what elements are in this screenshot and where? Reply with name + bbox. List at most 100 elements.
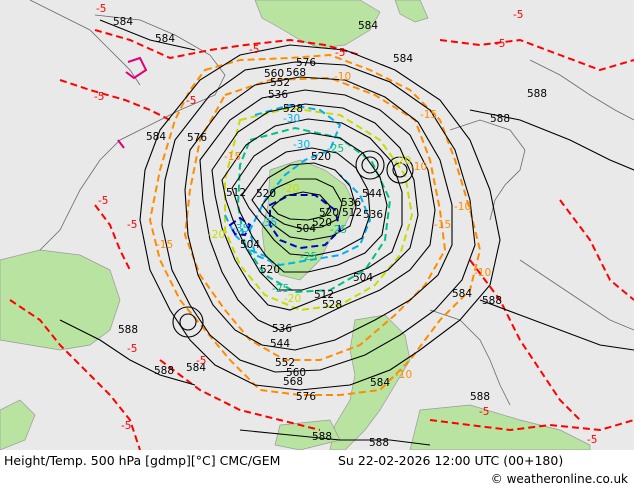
height-label: 588 [369, 437, 389, 449]
height-label: 584 [358, 20, 378, 32]
temp-label: -15 [420, 109, 437, 121]
temp-contour-cyan [248, 103, 372, 267]
temperature-labels: -5 -5 -5 -5 -10 -15 -20 -25 -30 -35 -5 -… [94, 3, 597, 446]
temp-label: -15 [156, 239, 173, 251]
temp-label: -15 [224, 151, 241, 163]
temp-contour-blue-small [228, 216, 252, 237]
height-label: 588 [470, 391, 490, 403]
height-contour-588-s [239, 429, 431, 446]
temp-label: -5 [513, 9, 523, 21]
height-label: 584 [146, 131, 166, 143]
height-label: 520 [319, 207, 339, 219]
height-contours [59, 19, 634, 446]
height-label: 576 [187, 132, 207, 144]
height-contour-520 [251, 162, 357, 241]
height-label: 560 [264, 68, 284, 80]
height-label: 504 [353, 272, 373, 284]
temp-label: -5 [249, 44, 259, 56]
map-footer: Height/Temp. 500 hPa [gdmp][°C] CMC/GEM … [0, 450, 634, 490]
temp-label: -10 [395, 369, 412, 381]
temp-contour-red-north [94, 29, 361, 60]
marker-shape-2 [117, 139, 125, 149]
temp-contour-red-south [159, 359, 321, 431]
height-label: 576 [296, 57, 316, 69]
temp-label: -5 [94, 91, 104, 103]
temp-label: -20 [284, 293, 301, 305]
temp-contour-red-west2 [94, 204, 131, 271]
temp-label: -25 [327, 143, 344, 155]
height-label: 552 [270, 77, 290, 89]
height-label: 584 [186, 362, 206, 374]
forecast-datetime: Su 22-02-2026 12:00 UTC (00+180) [338, 453, 564, 468]
height-label: 584 [113, 16, 133, 28]
temp-label: -5 [335, 47, 345, 59]
temp-contour-blue [269, 194, 342, 250]
temp-label: -20 [208, 229, 225, 241]
land-northeast-strip [394, 0, 429, 23]
coastlines [29, 0, 634, 406]
height-contour-560 [199, 89, 436, 331]
height-contour-small-low-3 [179, 313, 197, 331]
height-contour-small-low-2 [392, 162, 408, 178]
temp-label: -5 [96, 3, 106, 15]
height-label: 588 [482, 295, 502, 307]
land-south-small [274, 419, 341, 450]
height-label: 576 [296, 391, 316, 403]
land-southeast [409, 404, 591, 450]
temp-contour-red-sw [9, 299, 141, 450]
height-label: 536 [363, 209, 383, 221]
land-west [0, 249, 121, 351]
temp-label: -5 [196, 355, 206, 367]
height-temperature-chart: 584 584 584 576 568 560 552 536 528 520 … [0, 0, 634, 450]
temp-contour-red-se [429, 419, 634, 432]
height-label: 568 [286, 67, 306, 79]
temp-label: -30 [293, 139, 310, 151]
temperature-contours [9, 29, 634, 450]
credit-link[interactable]: © weatheronline.co.uk [490, 472, 628, 486]
height-labels: 584 584 584 576 568 560 552 536 528 520 … [113, 16, 547, 449]
height-contour-584-outer [139, 44, 501, 391]
temp-label: -5 [98, 195, 108, 207]
height-label: 520 [256, 188, 276, 200]
temp-label: -10 [454, 201, 471, 213]
temp-label: -5 [121, 420, 131, 432]
height-contour-588-e [479, 299, 634, 351]
height-label: 520 [260, 264, 280, 276]
temp-contour-red-ne [439, 38, 634, 72]
weather-map: 584 584 584 576 568 560 552 536 528 520 … [0, 0, 634, 450]
height-label: 568 [283, 376, 303, 388]
height-label: 512 [342, 207, 362, 219]
temp-contour-red-east2 [559, 199, 634, 301]
height-label: 536 [341, 197, 361, 209]
land-southwest [0, 399, 36, 450]
temp-contour-orange-inner [183, 76, 447, 361]
height-label: 560 [286, 367, 306, 379]
temp-label: -20 [282, 183, 299, 195]
height-label: 544 [362, 188, 382, 200]
temp-label: -5 [495, 38, 505, 50]
temp-label: -15 [434, 219, 451, 231]
marker-shape-1 [125, 56, 148, 80]
temp-label: -5 [127, 219, 137, 231]
height-contour-552 [211, 103, 419, 311]
height-label: 528 [322, 299, 342, 311]
height-label: 584 [452, 288, 472, 300]
temp-label: -25 [272, 283, 289, 295]
height-contour-512 [261, 178, 343, 230]
height-label: 504 [296, 223, 316, 235]
height-label: 584 [370, 377, 390, 389]
temp-label: -25 [300, 251, 317, 263]
height-label: 588 [312, 431, 332, 443]
temp-label: -35 [260, 217, 277, 229]
height-label: 588 [118, 324, 138, 336]
height-contour-588-sw [59, 319, 196, 386]
height-contour-544 [221, 118, 403, 291]
height-contour-536 [231, 132, 388, 273]
temp-label: -35 [232, 223, 249, 235]
temp-label: -25 [330, 224, 347, 236]
height-contour-588-ne [469, 109, 634, 171]
temp-contour-yellow [224, 106, 414, 312]
height-contour-504 [271, 191, 331, 221]
height-label: 512 [226, 187, 246, 199]
height-contour-584-nw [99, 19, 196, 51]
